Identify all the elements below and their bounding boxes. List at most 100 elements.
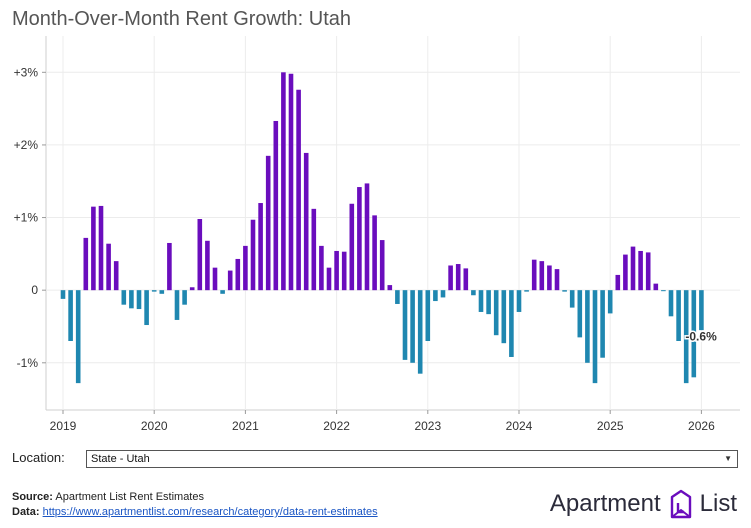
x-tick-label: 2020: [141, 419, 168, 433]
bar: [531, 259, 537, 291]
source-line: Source: Apartment List Rent Estimates: [12, 491, 204, 503]
last-value-label: -0.6%: [685, 329, 717, 343]
bar: [509, 290, 514, 357]
bar: [205, 240, 210, 291]
bar: [326, 267, 332, 291]
bar: [493, 290, 499, 336]
bar: [607, 290, 613, 314]
bar: [592, 290, 598, 384]
bar: [699, 290, 704, 331]
bar: [478, 290, 484, 312]
bar: [691, 290, 697, 378]
apartment-list-logo: Apartment List: [550, 488, 737, 520]
bar: [683, 290, 689, 384]
bar: [60, 290, 66, 299]
bar: [167, 242, 172, 291]
bar: [440, 290, 446, 298]
bar: [243, 245, 248, 291]
bar: [303, 152, 309, 291]
bar: [281, 72, 286, 291]
bar: [68, 290, 73, 341]
bar: [463, 268, 469, 291]
bar: [554, 269, 560, 291]
bar: [569, 290, 575, 308]
bar: [151, 290, 157, 292]
bar: [235, 258, 241, 291]
bar: [159, 290, 165, 294]
bar: [577, 290, 583, 338]
bar: [197, 219, 203, 291]
bar: [524, 290, 529, 292]
bar: [600, 290, 605, 358]
bar: [258, 203, 263, 291]
bar: [334, 250, 339, 291]
bar: [425, 290, 431, 341]
source-text: Apartment List Rent Estimates: [55, 491, 204, 503]
x-tick-label: 2025: [597, 419, 624, 433]
bar: [83, 237, 89, 291]
bar: [395, 290, 400, 304]
bar: [562, 290, 567, 292]
bar: [311, 208, 317, 291]
y-tick-label: -1%: [17, 356, 39, 370]
brand-word-apartment: Apartment: [549, 490, 661, 517]
brand-word-list: List: [699, 490, 737, 517]
bar: [516, 290, 522, 312]
bar: [357, 187, 362, 291]
location-select[interactable]: State - Utah ▼: [86, 450, 738, 468]
bar: [501, 290, 507, 344]
data-line: Data: https://www.apartmentlist.com/rese…: [12, 506, 378, 518]
bar: [144, 290, 149, 326]
bar: [668, 290, 674, 317]
bar: [417, 290, 423, 374]
logo-mark-icon: [670, 489, 691, 519]
bar: [638, 250, 643, 291]
bar: [121, 290, 127, 305]
bar: [182, 290, 187, 305]
bar: [265, 155, 271, 291]
y-tick-label: +1%: [14, 211, 39, 225]
data-link[interactable]: https://www.apartmentlist.com/research/c…: [42, 506, 378, 518]
bar: [410, 290, 415, 363]
x-axis: 2019 2020 2021 2022 2023 2024 2025 2026: [50, 410, 715, 433]
bar: [220, 290, 225, 294]
x-tick-label: 2022: [323, 419, 350, 433]
bar: [174, 290, 180, 320]
x-tick-label: 2019: [50, 419, 77, 433]
bar: [585, 290, 590, 363]
source-label: Source:: [12, 491, 53, 503]
bar: [433, 290, 438, 302]
bar: [91, 206, 96, 291]
bar: [113, 261, 119, 291]
bar: [250, 219, 256, 291]
dropdown-caret-icon[interactable]: ▼: [724, 454, 732, 463]
bar: [448, 265, 453, 291]
x-tick-label: 2026: [688, 419, 715, 433]
bar: [615, 274, 621, 291]
bar: [349, 203, 355, 291]
chart-title: Month-Over-Month Rent Growth: Utah: [12, 8, 352, 30]
bar: [387, 285, 393, 291]
bar: [129, 290, 134, 309]
bar: [189, 287, 195, 291]
bar: [273, 120, 279, 291]
bar: [379, 240, 385, 291]
data-label: Data:: [12, 506, 40, 518]
bar: [455, 264, 461, 291]
x-tick-label: 2023: [414, 419, 441, 433]
bar: [486, 290, 491, 315]
bar: [661, 290, 666, 292]
y-tick-label: 0: [31, 283, 38, 297]
bar-series: [60, 72, 704, 384]
bar: [364, 183, 370, 291]
bar: [372, 215, 377, 291]
x-tick-label: 2021: [232, 419, 259, 433]
bar: [75, 290, 81, 384]
y-tick-label: +2%: [14, 138, 39, 152]
bar: [288, 73, 294, 291]
rent-growth-chart: +3%+2%+1%0-1% 2019 2020 2021 2022 2023 2024 20…: [14, 36, 740, 433]
bar: [547, 265, 552, 291]
bar: [676, 290, 681, 341]
bar: [645, 252, 651, 291]
bar: [539, 261, 545, 291]
